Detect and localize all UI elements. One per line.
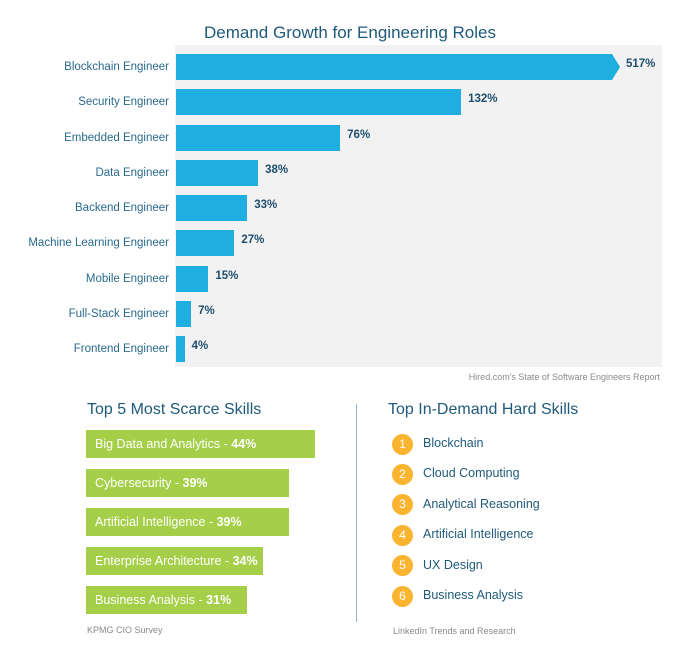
- rank-badge: 3: [392, 494, 413, 516]
- skill-label: Cybersecurity -: [95, 476, 183, 490]
- skill-value: 34%: [232, 554, 258, 568]
- bar: [176, 54, 612, 80]
- category-label: Embedded Engineer: [64, 131, 169, 144]
- value-label: 7%: [198, 304, 215, 317]
- category-label: Data Engineer: [95, 166, 169, 179]
- bar: [176, 265, 209, 292]
- rank-badge: 2: [392, 463, 413, 485]
- bar: [176, 124, 341, 151]
- bar-arrow: [612, 54, 620, 80]
- skill-label: Big Data and Analytics -: [95, 437, 232, 451]
- section-divider: [356, 404, 357, 622]
- value-label: 27%: [241, 234, 265, 247]
- value-label: 4%: [191, 340, 209, 352]
- scarce-skills-source: KPMG CIO Survey: [87, 625, 163, 635]
- value-label: 517%: [626, 58, 656, 70]
- skill-value: 39%: [216, 515, 242, 529]
- hard-skills-title: Top In-Demand Hard Skills: [388, 401, 579, 418]
- category-label: Backend Engineer: [75, 202, 169, 214]
- hard-skill-label: UX Design: [423, 557, 483, 572]
- category-label: Mobile Engineer: [85, 272, 169, 285]
- category-label: Machine Learning Engineer: [28, 237, 169, 250]
- hard-skills-source: LinkedIn Trends and Research: [393, 626, 516, 636]
- category-label: Security Engineer: [78, 96, 169, 109]
- hard-skill-label: Blockchain: [423, 436, 484, 450]
- skill-value: 39%: [182, 476, 208, 490]
- hard-skill-label: Cloud Computing: [423, 466, 520, 481]
- rank-badge: 6: [392, 585, 413, 607]
- category-label: Blockchain Engineer: [64, 61, 169, 73]
- hard-skill-label: Artificial Intelligence: [423, 527, 534, 542]
- bar: [176, 159, 259, 186]
- bar: [176, 230, 235, 257]
- bar: [176, 336, 185, 362]
- skill-value: 31%: [206, 593, 232, 607]
- skill-label: Business Analysis -: [95, 593, 207, 607]
- hard-skill-label: Business Analysis: [423, 588, 524, 602]
- hard-skill-label: Analytical Reasoning: [423, 496, 540, 511]
- rank-badge: 5: [392, 555, 413, 577]
- chart-title: Demand Growth for Engineering Roles: [204, 23, 496, 42]
- skill-value: 44%: [231, 437, 257, 451]
- rank-badge: 4: [392, 524, 413, 546]
- value-label: 15%: [215, 269, 239, 282]
- scarce-skill-bar: Business Analysis - 31%: [86, 586, 248, 614]
- value-label: 38%: [265, 163, 289, 176]
- value-label: 132%: [468, 93, 498, 106]
- skill-label: Artificial Intelligence -: [95, 515, 217, 529]
- category-label: Frontend Engineer: [73, 343, 169, 355]
- value-label: 76%: [347, 128, 371, 141]
- category-label: Full-Stack Engineer: [68, 307, 169, 320]
- scarce-skills-title: Top 5 Most Scarce Skills: [87, 401, 262, 418]
- bar: [176, 89, 462, 116]
- bar: [176, 300, 192, 327]
- bar: [176, 195, 248, 221]
- chart-source: Hired.com's State of Software Engineers …: [468, 372, 660, 382]
- skill-label: Enterprise Architecture -: [95, 554, 233, 568]
- scarce-skill-bar: Enterprise Architecture - 34%: [86, 547, 263, 575]
- scarce-skill-bar: Big Data and Analytics - 44%: [86, 430, 315, 458]
- scarce-skill-bar: Artificial Intelligence - 39%: [86, 508, 289, 536]
- value-label: 33%: [254, 199, 278, 211]
- rank-badge: 1: [392, 433, 413, 455]
- scarce-skill-bar: Cybersecurity - 39%: [86, 469, 289, 497]
